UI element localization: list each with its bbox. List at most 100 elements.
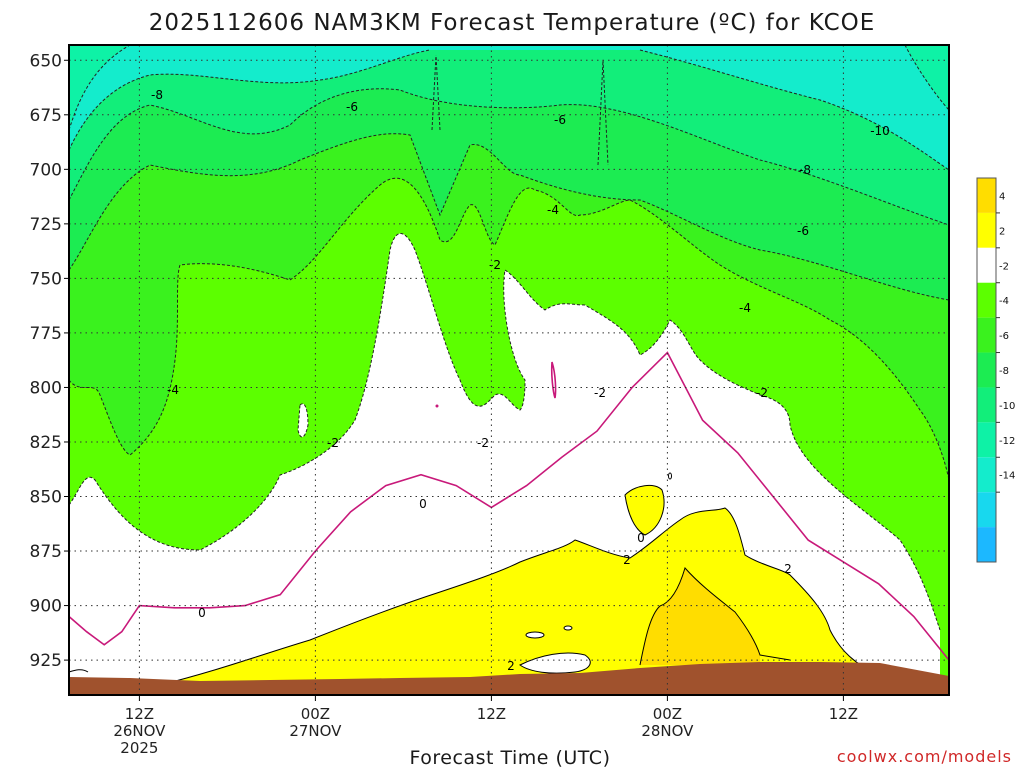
plot-frame (68, 44, 950, 696)
contour-label: 0 (419, 497, 427, 511)
freezing-line-loop (550, 361, 557, 399)
x-tick-label: 26NOV (113, 722, 166, 740)
freezing-dot (435, 404, 439, 408)
colorbar-swatch (977, 387, 996, 423)
colorbar-tick-label: -10 (999, 401, 1015, 412)
contour-label: 2 (784, 562, 792, 576)
isotherm-minus-4 (68, 133, 950, 320)
contour-label: 0 (198, 606, 206, 620)
isotherm-tiny-2 (563, 625, 573, 631)
colorbar-tick-label: -4 (999, 296, 1009, 307)
y-tick-label: 825 (30, 433, 62, 453)
fill-pocket-small (526, 632, 544, 638)
isotherm-plus-4 (639, 566, 791, 666)
contour-label: -2 (756, 386, 768, 400)
colorbar-swatch (977, 282, 996, 318)
isotherm-minus-8 (68, 49, 950, 240)
isotherm-minus-2 (68, 177, 950, 481)
contour-label: -4 (547, 203, 559, 217)
colorbar-tick-label: -6 (999, 331, 1009, 342)
x-tick-label: 27NOV (289, 722, 342, 740)
y-tick-label: 800 (30, 378, 62, 398)
contour-label: -10 (870, 124, 890, 138)
isotherm-plus-2-pocket (624, 484, 665, 536)
contour-label: 2 (507, 659, 515, 673)
y-tick-label: 675 (30, 106, 62, 126)
fill-window-white-1 (298, 403, 308, 437)
contour-label: -2 (489, 258, 501, 272)
y-tick-label: 750 (30, 269, 62, 289)
colorbar-swatch (977, 178, 996, 213)
colorbar-tick-label: -12 (999, 436, 1015, 447)
isotherm-minus-10-left (68, 44, 131, 131)
colorbar-tick-label: -14 (999, 471, 1015, 482)
y-tick-label: 775 (30, 324, 62, 344)
isotherm-minus-6 (68, 88, 950, 270)
contour-label: 2 (623, 553, 631, 567)
grid (69, 45, 949, 695)
y-axis: 650 675 700 725 750 775 800 825 850 875 900 925 (30, 51, 69, 671)
contour-label: -6 (554, 113, 566, 127)
contour-label: -6 (346, 100, 358, 114)
colorbar-swatch (977, 317, 996, 353)
isotherm-tiny-1 (525, 631, 545, 639)
contour-label: -8 (151, 88, 163, 102)
x-tick-label: 12Z (477, 705, 506, 723)
isotherm-zero-c-upper (68, 233, 941, 631)
x-tick-label: 12Z (829, 705, 858, 723)
colorbar: 4 2 -2 -4 -6 -8 -10 -12 -14 (976, 177, 1015, 563)
colorbar-swatch (977, 247, 996, 283)
isotherm-near-surface (68, 669, 89, 673)
credit-text: coolwx.com/models (837, 747, 1012, 766)
contour-label: -6 (797, 224, 809, 238)
colorbar-swatch (977, 352, 996, 388)
colorbar-tick-label: -8 (999, 366, 1009, 377)
dashed-isotherms (68, 44, 950, 631)
y-tick-label: 900 (30, 597, 62, 617)
x-tick-label: 00Z (653, 705, 682, 723)
fill-above-4 (640, 568, 760, 665)
contour-label: -8 (799, 163, 811, 177)
fill-pocket-small-2 (564, 626, 572, 630)
y-tick-label: 700 (30, 160, 62, 180)
y-tick-label: 925 (30, 651, 62, 671)
isotherm-plus-2 (159, 507, 881, 686)
contour-label: -4 (739, 301, 751, 315)
y-tick-label: 850 (30, 488, 62, 508)
isotherm-tiny-3 (668, 472, 672, 480)
solid-isotherms (68, 472, 881, 686)
isotherm-notch-1 (431, 54, 441, 131)
chart-title: 2025112606 NAM3KM Forecast Temperature (… (149, 10, 876, 36)
colorbar-swatch (977, 422, 996, 458)
x-tick-label: 28NOV (641, 722, 694, 740)
colorbar-swatch (977, 212, 996, 248)
ground-terrain (69, 662, 949, 695)
colorbar-tick-label: 4 (999, 191, 1005, 202)
isotherm-minus-10-right (904, 44, 950, 111)
colorbar-swatch (977, 492, 996, 528)
contour-label: -2 (594, 386, 606, 400)
contour-label: -2 (327, 436, 339, 450)
colorbar-swatch (977, 527, 996, 562)
x-tick-label: 00Z (301, 705, 330, 723)
colorbar-swatch (977, 457, 996, 493)
freezing-line-0c (68, 351, 950, 661)
contour-label: -4 (167, 383, 179, 397)
contour-label: -2 (477, 436, 489, 450)
isotherm-plus-2-pocket-lower (519, 652, 591, 674)
y-tick-label: 725 (30, 215, 62, 235)
x-tick-label: 12Z (125, 705, 154, 723)
x-tick-label: 2025 (120, 739, 158, 757)
y-tick-label: 875 (30, 542, 62, 562)
isotherm-window (297, 403, 309, 438)
x-axis-label: Forecast Time (UTC) (410, 747, 611, 768)
colorbar-tick-label: -2 (999, 261, 1009, 272)
colorbar-frame (976, 177, 997, 563)
filled-contours (69, 45, 949, 686)
y-tick-label: 650 (30, 51, 62, 71)
colorbar-tick-label: 2 (999, 226, 1005, 237)
contour-label: 0 (637, 531, 645, 545)
